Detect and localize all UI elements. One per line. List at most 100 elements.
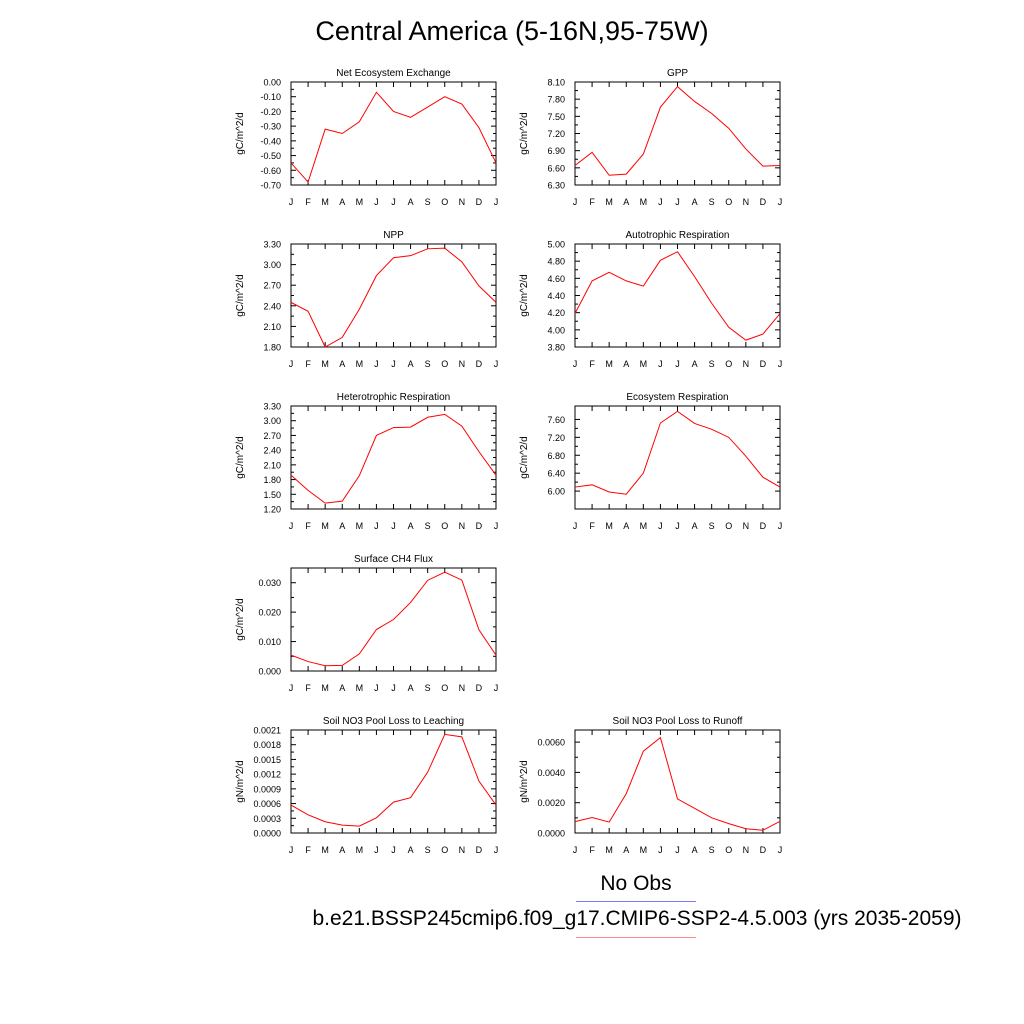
x-tick-label: F	[305, 521, 311, 531]
x-tick-label: J	[289, 197, 294, 207]
x-tick-label: A	[623, 197, 629, 207]
page-title: Central America (5-16N,95-75W)	[315, 16, 709, 46]
y-tick-label: 0.020	[258, 608, 281, 618]
x-tick-label: M	[356, 197, 364, 207]
x-tick-label: J	[494, 845, 499, 855]
x-tick-label: A	[339, 197, 345, 207]
y-tick-label: 7.80	[547, 95, 565, 105]
x-tick-label: J	[494, 683, 499, 693]
x-tick-label: J	[658, 359, 663, 369]
x-tick-label: J	[391, 359, 396, 369]
y-tick-label: 2.70	[263, 281, 281, 291]
x-tick-label: J	[289, 683, 294, 693]
x-tick-label: F	[305, 845, 311, 855]
x-tick-label: S	[425, 683, 431, 693]
x-tick-label: O	[441, 845, 448, 855]
x-tick-label: S	[425, 197, 431, 207]
x-tick-label: S	[425, 521, 431, 531]
x-tick-label: M	[640, 521, 648, 531]
x-tick-label: J	[289, 521, 294, 531]
x-tick-label: N	[743, 845, 750, 855]
y-axis-label: gN/m^2/d	[519, 760, 530, 803]
x-tick-label: F	[589, 521, 595, 531]
y-axis-label: gC/m^2/d	[235, 112, 246, 155]
x-tick-label: J	[391, 197, 396, 207]
chart-title: Net Ecosystem Exchange	[336, 68, 451, 79]
x-tick-label: M	[356, 683, 364, 693]
plot-frame	[574, 729, 781, 834]
y-tick-label: 4.00	[547, 325, 565, 335]
y-axis-label: gC/m^2/d	[519, 274, 530, 317]
x-tick-label: J	[675, 521, 680, 531]
y-tick-label: 0.0006	[253, 799, 281, 809]
x-tick-label: M	[321, 359, 329, 369]
x-tick-label: D	[476, 683, 483, 693]
x-tick-label: S	[425, 359, 431, 369]
y-tick-label: 2.40	[263, 446, 281, 456]
x-tick-label: D	[760, 521, 767, 531]
x-tick-label: D	[476, 521, 483, 531]
y-tick-label: 0.0018	[253, 740, 281, 750]
series-line	[290, 91, 497, 184]
y-tick-label: 0.0003	[253, 814, 281, 824]
y-tick-label: 6.80	[547, 451, 565, 461]
y-tick-label: -0.40	[260, 136, 281, 146]
x-tick-label: F	[305, 683, 311, 693]
x-tick-label: M	[605, 197, 613, 207]
x-tick-label: F	[305, 197, 311, 207]
x-tick-label: O	[725, 197, 732, 207]
y-tick-label: 8.10	[547, 78, 565, 88]
x-tick-label: A	[339, 683, 345, 693]
plot-frame	[574, 405, 781, 510]
y-tick-label: 0.000	[258, 667, 281, 677]
y-tick-label: 1.20	[263, 505, 281, 515]
y-tick-label: 3.00	[263, 260, 281, 270]
y-tick-label: 0.0000	[537, 829, 565, 839]
y-tick-label: 4.60	[547, 274, 565, 284]
chart-title: Autotrophic Respiration	[626, 230, 730, 241]
x-tick-label: A	[692, 197, 698, 207]
legend-obs-label: No Obs	[600, 872, 672, 895]
chart-title: GPP	[667, 68, 688, 79]
y-tick-label: 0.0060	[537, 738, 565, 748]
y-tick-label: 3.30	[263, 240, 281, 250]
x-tick-label: A	[692, 521, 698, 531]
x-tick-label: A	[408, 845, 414, 855]
plot-frame	[290, 243, 497, 348]
x-tick-label: O	[725, 521, 732, 531]
y-tick-label: 7.20	[547, 129, 565, 139]
y-tick-label: 1.80	[263, 475, 281, 485]
y-tick-label: 0.0040	[537, 768, 565, 778]
x-tick-label: S	[709, 197, 715, 207]
x-tick-label: J	[374, 845, 379, 855]
plot-frame	[574, 243, 781, 348]
y-tick-label: -0.30	[260, 122, 281, 132]
chart-title: Soil NO3 Pool Loss to Leaching	[323, 716, 464, 727]
plot-frame	[290, 81, 497, 186]
x-tick-label: J	[658, 197, 663, 207]
x-tick-label: J	[289, 845, 294, 855]
x-tick-label: N	[459, 683, 466, 693]
y-tick-label: 3.80	[547, 343, 565, 353]
x-tick-label: A	[408, 197, 414, 207]
x-tick-label: M	[356, 521, 364, 531]
y-tick-label: 2.10	[263, 460, 281, 470]
y-tick-label: 6.30	[547, 181, 565, 191]
y-tick-label: 0.010	[258, 637, 281, 647]
x-tick-label: D	[476, 845, 483, 855]
x-tick-label: M	[640, 845, 648, 855]
y-tick-label: -0.50	[260, 151, 281, 161]
x-tick-label: J	[778, 359, 783, 369]
series-line	[290, 733, 497, 827]
plot-frame	[290, 405, 497, 510]
x-tick-label: A	[339, 845, 345, 855]
y-tick-label: 1.80	[263, 343, 281, 353]
x-tick-label: J	[374, 359, 379, 369]
x-tick-label: J	[658, 845, 663, 855]
x-tick-label: D	[476, 359, 483, 369]
x-tick-label: N	[459, 197, 466, 207]
